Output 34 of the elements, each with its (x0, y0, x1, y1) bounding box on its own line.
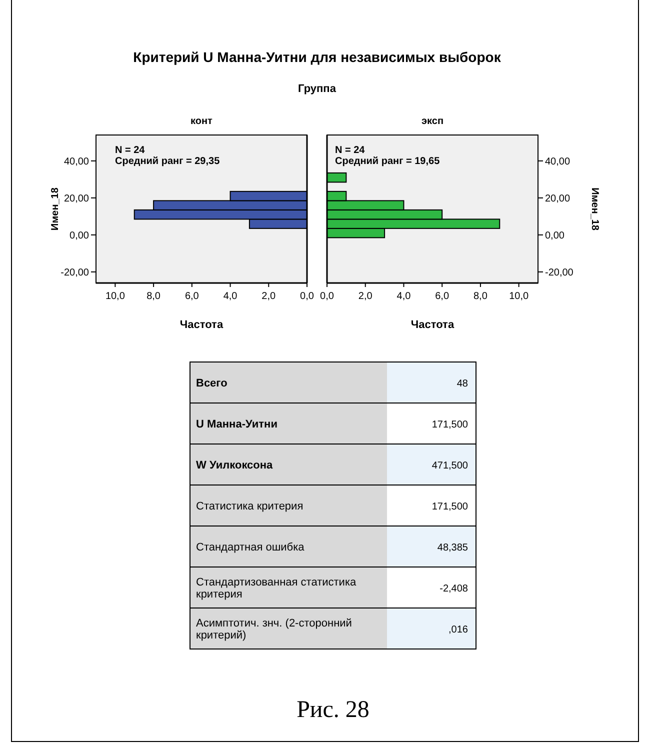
x-axis-title: Частота (410, 319, 455, 331)
chart-title: эксп (422, 116, 444, 127)
x-axis-title: Частота (180, 319, 224, 331)
stats-table: Всего 48 U Манна-Уитни 171,500 W Уилкоксона 471,500 Статистика критерия 171,500 Стандартная ошибка 48,385 Стандартизованная статистика критерия -2,408 Асимптотич. знч. (2-сторонний критерий) ,016 (190, 362, 476, 650)
x-tick-label: 10,0 (105, 291, 126, 302)
y-tick-label: 0,00 (70, 230, 90, 242)
x-tick-label: 0,0 (320, 291, 334, 302)
text: Критерий U Манна-Уитни для независимых выборок (133, 49, 502, 65)
annotation: N = 24 (115, 145, 146, 156)
y-tick-label: 0,00 (545, 230, 565, 242)
x-tick-label: 4,0 (396, 291, 412, 302)
text: Рис. 28 (296, 697, 370, 723)
y-tick-label: 20,00 (64, 193, 90, 204)
y-tick-label: 40,00 (545, 156, 570, 168)
x-tick-label: 2,0 (262, 291, 276, 302)
x-tick-label: 10,0 (509, 291, 529, 302)
x-tick-label: 0,0 (300, 291, 314, 302)
x-tick-label: 8,0 (474, 291, 488, 302)
annotation: Средний ранг = 29,35 (115, 156, 220, 167)
y-tick-label: -20,00 (545, 267, 574, 278)
x-tick-label: 6,0 (435, 291, 450, 302)
x-tick-label: 6,0 (184, 291, 200, 302)
x-tick-label: 4,0 (223, 291, 238, 302)
x-tick-label: 2,0 (358, 291, 373, 302)
annotation: Средний ранг = 19,65 (335, 156, 440, 167)
y-axis-title: Имен_18 (50, 187, 61, 230)
text: Группа (298, 83, 337, 95)
y-axis-title: Имен_18 (589, 188, 600, 231)
y-tick-label: 40,00 (64, 156, 90, 168)
chart-title: конт (190, 116, 213, 127)
x-tick-label: 8,0 (146, 291, 161, 302)
annotation: N = 24 (335, 145, 366, 156)
y-tick-label: -20,00 (60, 267, 90, 278)
y-tick-label: 20,00 (545, 193, 570, 204)
